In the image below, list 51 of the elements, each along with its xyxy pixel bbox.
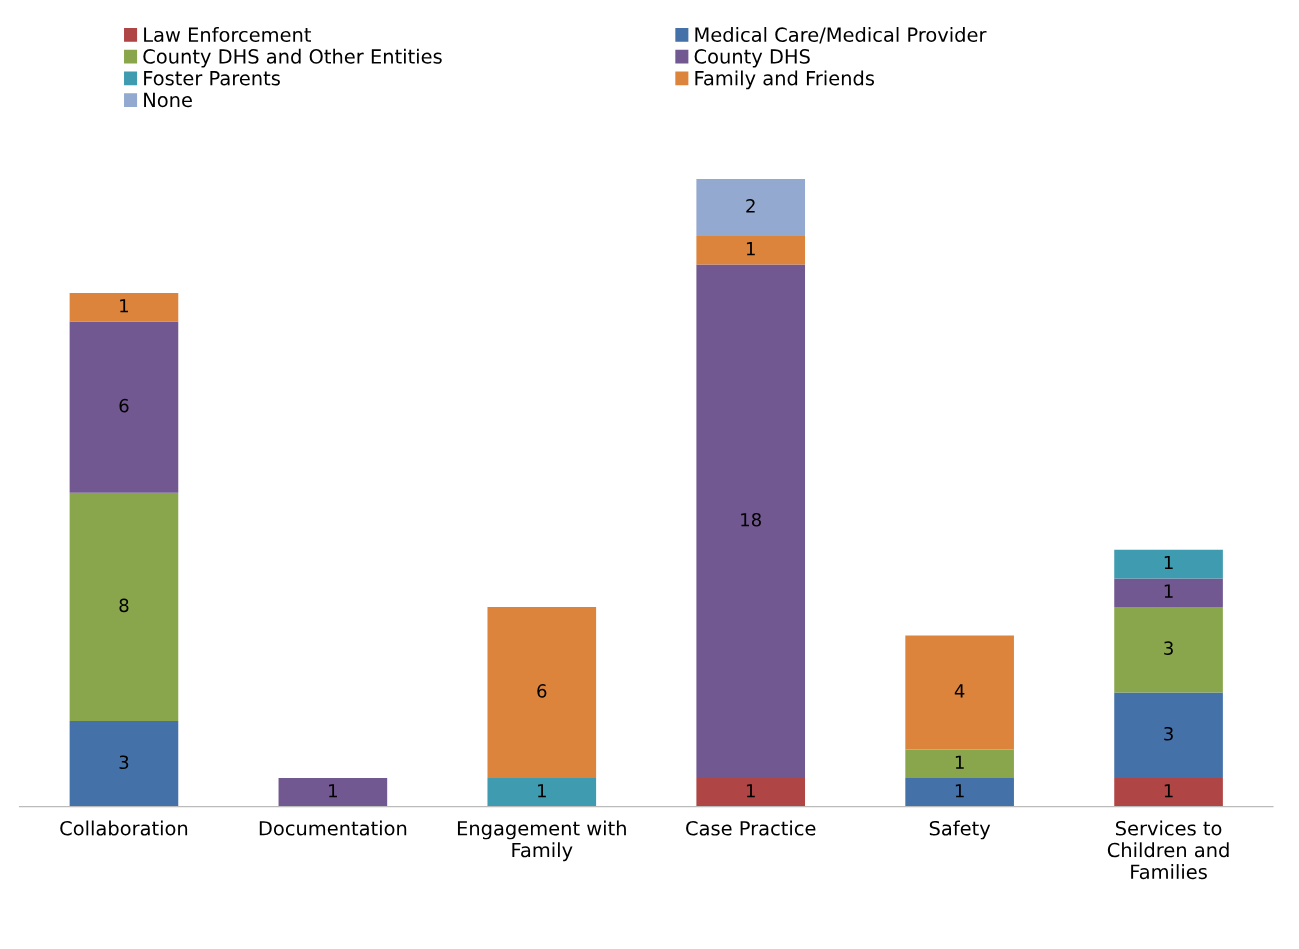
data-label: 1 <box>538 784 546 798</box>
bar <box>1114 578 1223 607</box>
bar <box>1114 778 1223 807</box>
legend-label: Medical Care/Medical Provider <box>695 26 987 44</box>
bar <box>69 721 179 807</box>
bar <box>905 778 1014 807</box>
data-label: 1 <box>955 784 964 798</box>
legend-label: County DHS <box>694 49 810 68</box>
x-tick-label: Safety <box>929 820 991 840</box>
bar <box>69 492 179 722</box>
bar <box>69 293 179 322</box>
legend-label: Foster Parents <box>144 71 280 86</box>
data-label: 1 <box>329 784 337 798</box>
data-label: 1 <box>746 242 755 256</box>
x-tick-label: Documentation <box>259 820 407 836</box>
bar <box>696 778 806 807</box>
bar <box>487 606 597 779</box>
data-label: 1 <box>746 784 755 798</box>
bar <box>69 321 179 493</box>
bar <box>1114 549 1223 579</box>
data-label: 8 <box>119 598 129 613</box>
bar <box>487 778 597 807</box>
bar <box>905 635 1014 750</box>
x-tick-label: Services to Children and Families <box>1107 820 1229 880</box>
data-label: 18 <box>741 512 761 527</box>
data-label: 1 <box>120 299 129 313</box>
data-label: 1 <box>955 755 964 769</box>
bar <box>696 178 806 237</box>
bar <box>1114 692 1223 779</box>
legend-label: County DHS and Other Entities <box>143 48 442 68</box>
legend-label: None <box>144 92 192 108</box>
data-label: 6 <box>119 398 129 413</box>
x-tick-label: Engagement with Family <box>457 820 626 862</box>
data-label: 3 <box>1164 726 1173 741</box>
x-tick-label: Case Practice <box>686 820 816 836</box>
data-label: 3 <box>119 755 129 770</box>
bar <box>1114 606 1223 693</box>
bar <box>278 778 388 807</box>
legend-label: Family and Friends <box>695 70 875 90</box>
data-label: 1 <box>1164 784 1173 798</box>
x-tick-label: Collaboration <box>60 820 188 836</box>
data-label: 1 <box>1164 555 1173 570</box>
bar <box>905 749 1014 779</box>
bar <box>696 236 806 265</box>
data-label: 1 <box>1164 584 1173 598</box>
data-label: 2 <box>746 199 755 213</box>
data-label: 3 <box>1164 641 1173 655</box>
data-label: 6 <box>537 684 547 698</box>
legend-label: Law Enforcement <box>144 26 312 43</box>
data-label: 4 <box>954 684 965 698</box>
bar <box>696 264 806 779</box>
